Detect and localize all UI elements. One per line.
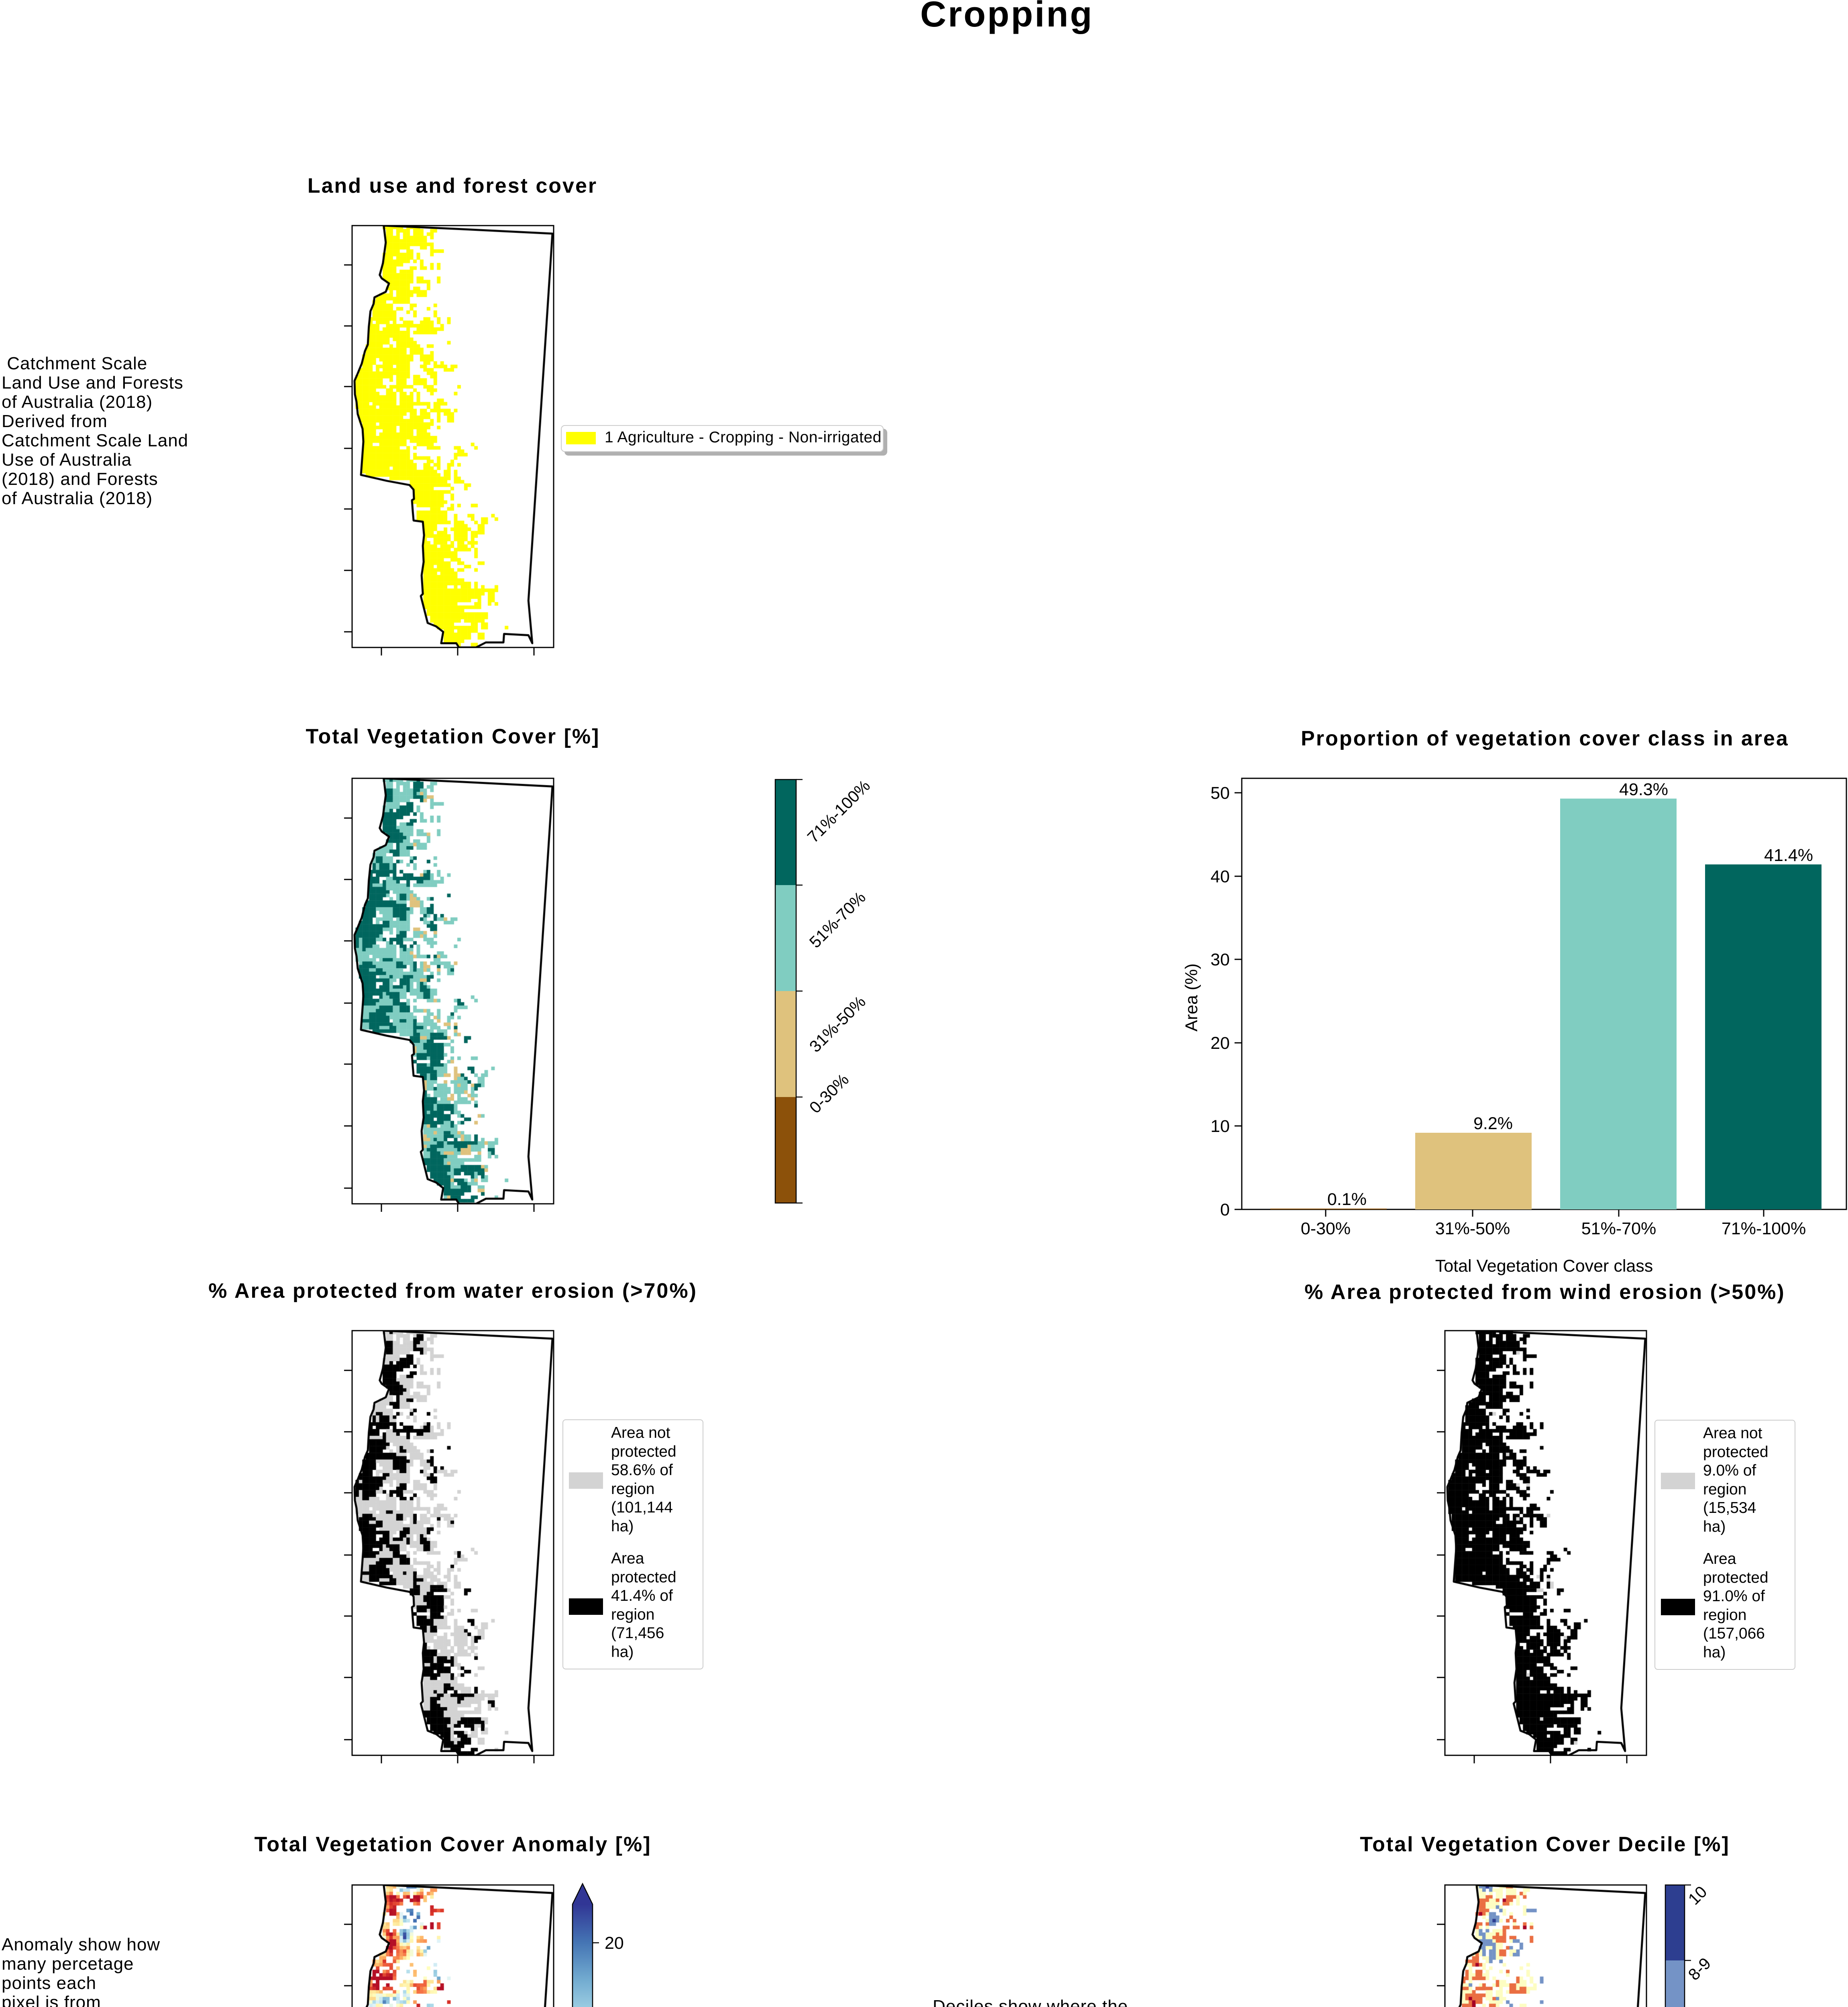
svg-text:71%-100%: 71%-100% (1722, 1219, 1806, 1238)
svg-text:0.1%: 0.1% (1327, 1190, 1367, 1209)
svg-text:0-30%: 0-30% (806, 1070, 852, 1117)
svg-text:51%-70%: 51%-70% (1581, 1219, 1656, 1238)
svg-text:71%-100%: 71%-100% (804, 776, 874, 846)
svg-text:31%-50%: 31%-50% (1435, 1219, 1510, 1238)
svg-text:49.3%: 49.3% (1619, 780, 1668, 799)
svg-text:30: 30 (1210, 950, 1230, 969)
svg-text:10: 10 (1685, 1883, 1711, 1909)
svg-text:51%-70%: 51%-70% (806, 888, 869, 951)
svg-text:8-9: 8-9 (1685, 1954, 1714, 1984)
svg-text:20: 20 (605, 1934, 624, 1953)
svg-text:41.4%: 41.4% (1764, 846, 1813, 865)
svg-text:0-30%: 0-30% (1301, 1219, 1351, 1238)
svg-text:50: 50 (1210, 784, 1230, 803)
svg-text:9.2%: 9.2% (1473, 1114, 1513, 1133)
svg-text:40: 40 (1210, 867, 1230, 886)
svg-text:10: 10 (1210, 1117, 1230, 1136)
svg-text:20: 20 (1210, 1034, 1230, 1053)
svg-text:Area (%): Area (%) (1182, 963, 1201, 1032)
svg-text:Total Vegetation Cover class: Total Vegetation Cover class (1435, 1256, 1653, 1276)
svg-text:0: 0 (1220, 1200, 1230, 1219)
svg-text:31%-50%: 31%-50% (806, 992, 869, 1056)
